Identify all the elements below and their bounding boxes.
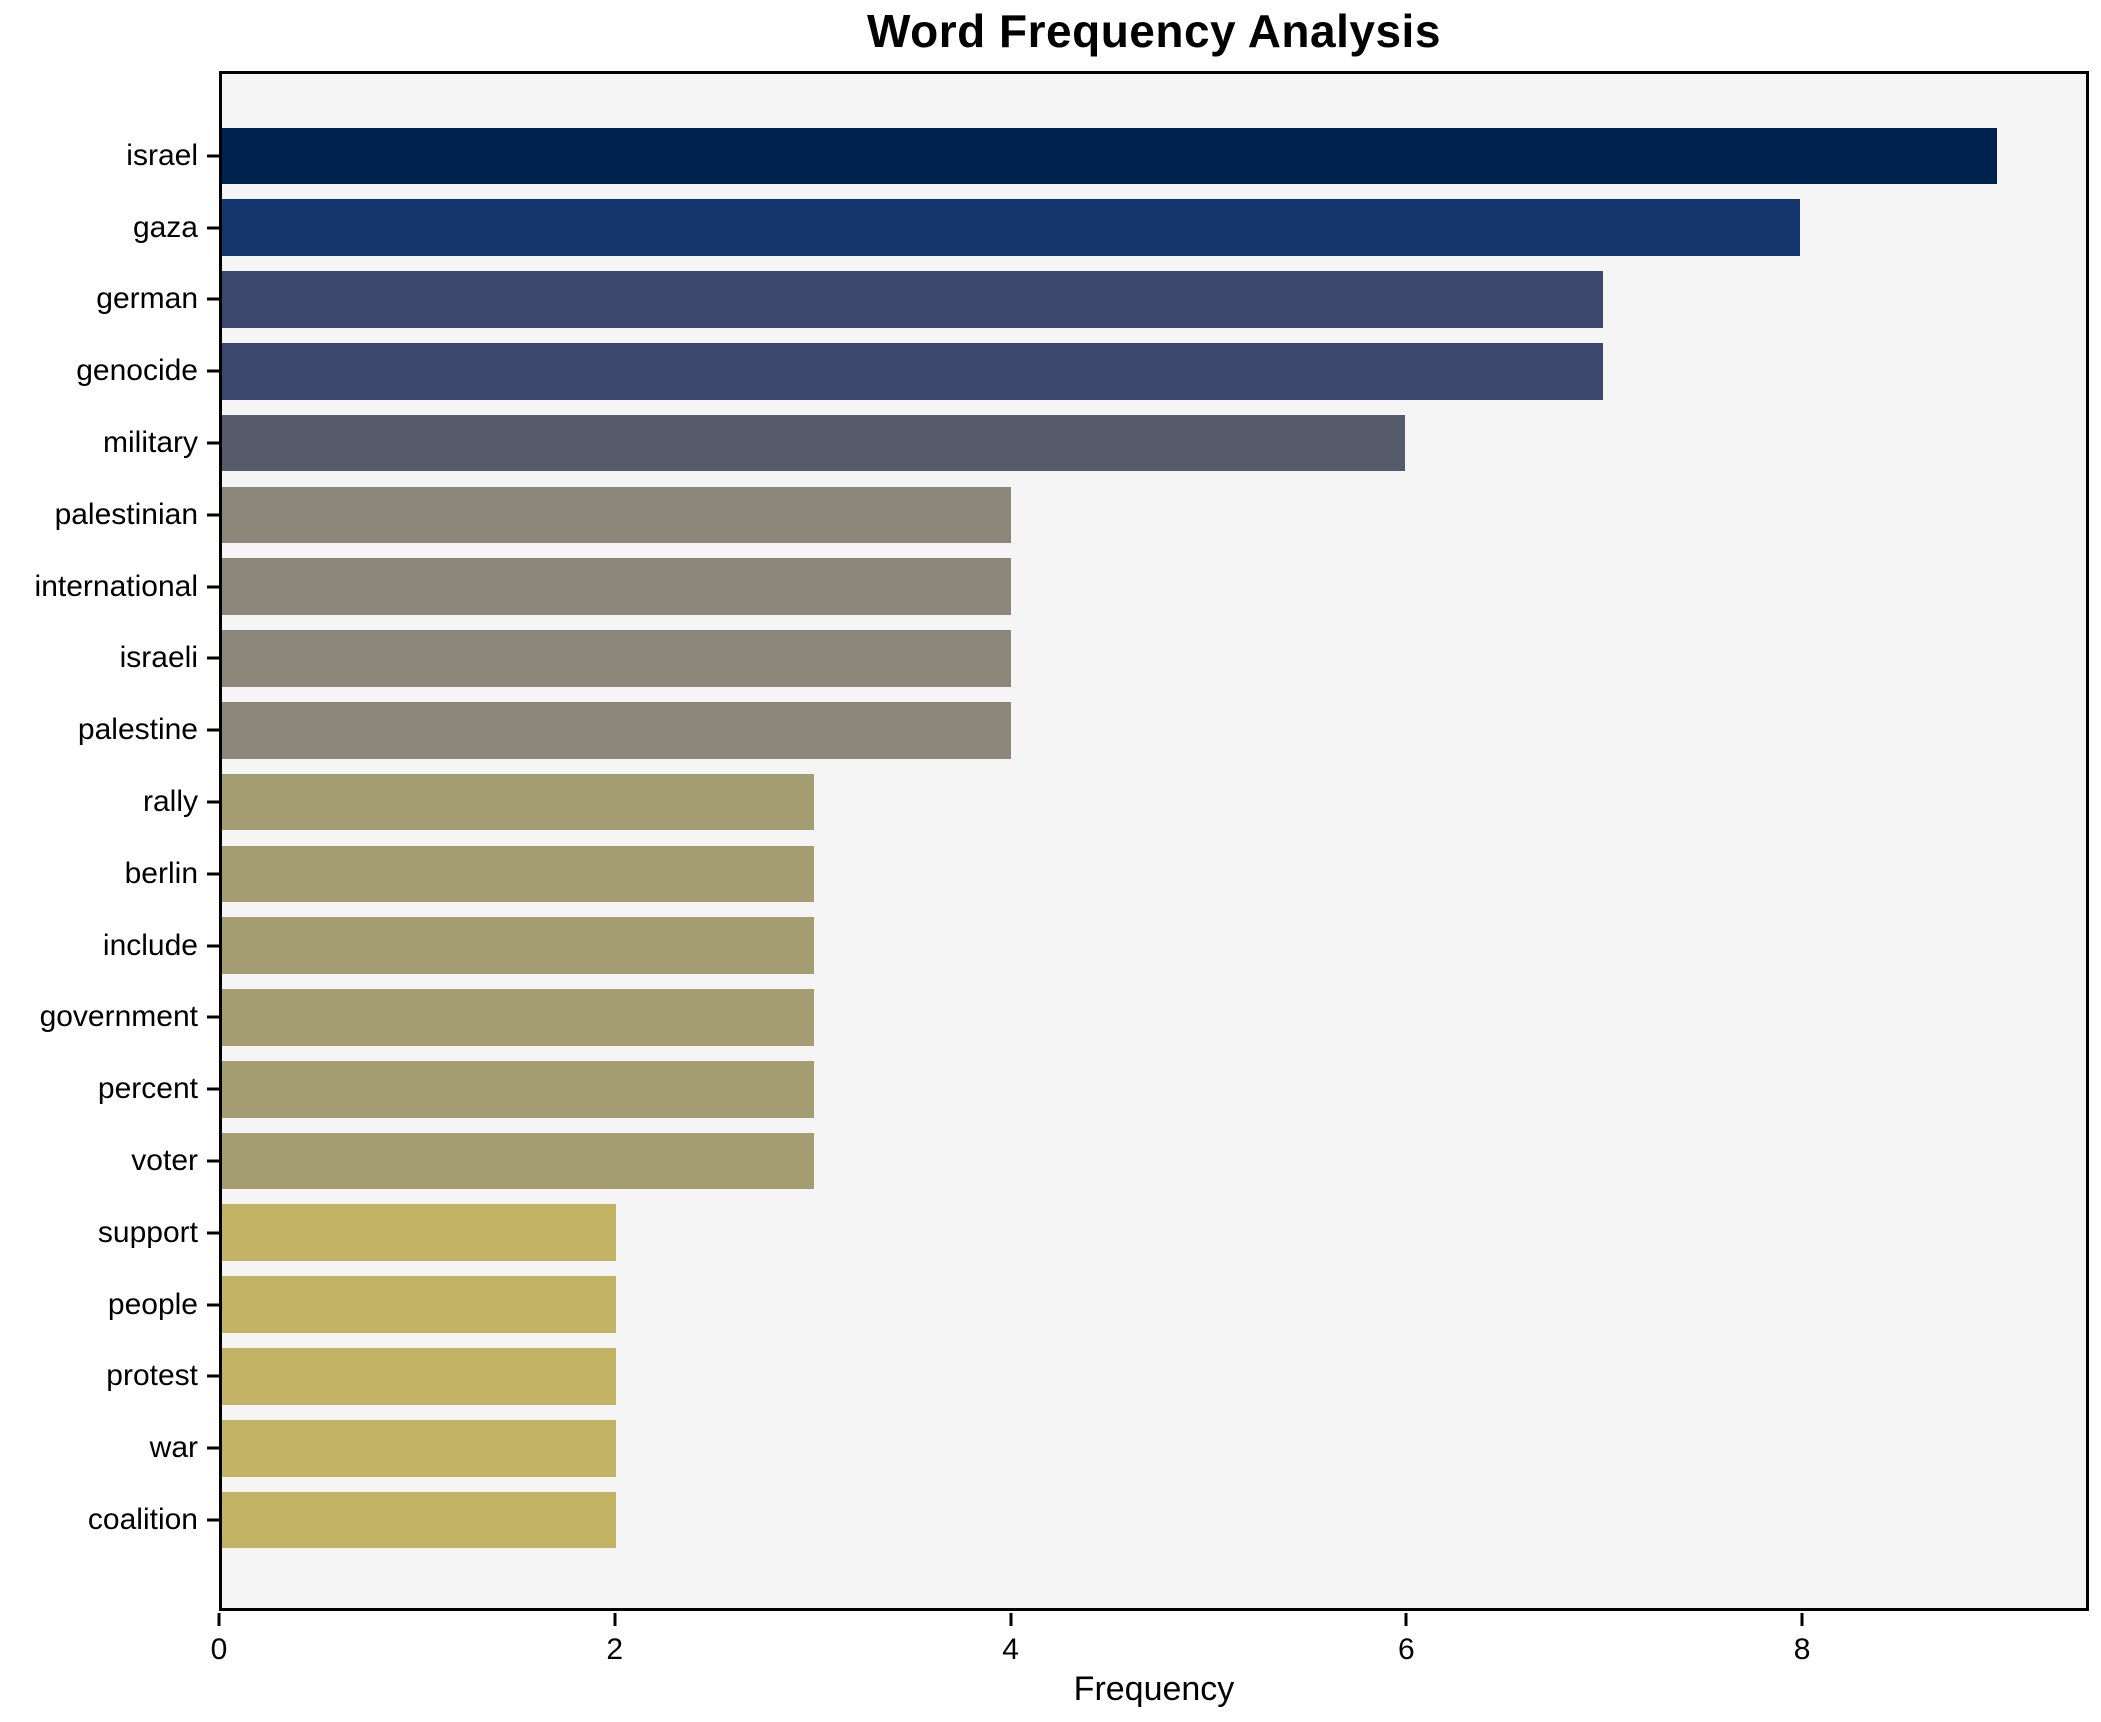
x-tick-mark: [613, 1613, 617, 1626]
y-tick-mark: [207, 728, 219, 732]
y-tick-label: rally: [142, 785, 198, 819]
x-tick-label: 2: [606, 1633, 624, 1666]
bar-government: [222, 989, 814, 1046]
bar-row: genocide: [76, 335, 2086, 407]
bar-israeli: [222, 630, 1011, 687]
bar-palestinian: [222, 486, 1011, 544]
bar-row: military: [103, 407, 2086, 479]
y-tick-label: voter: [131, 1144, 198, 1178]
bar-row: international: [35, 551, 2086, 623]
y-tick-label: include: [102, 928, 198, 962]
y-tick-label: people: [107, 1287, 198, 1321]
bar-percent: [222, 1060, 814, 1118]
y-tick-mark: [207, 1518, 219, 1522]
bar-row: war: [150, 1412, 2086, 1484]
x-tick-mark: [1800, 1613, 1804, 1626]
y-tick-label: palestinian: [54, 497, 198, 531]
bar-include: [222, 917, 814, 975]
y-tick-label: international: [34, 569, 198, 603]
y-tick-label: coalition: [87, 1503, 198, 1537]
bar-row: government: [40, 982, 2086, 1054]
y-tick-mark: [207, 1446, 219, 1450]
bar-rally: [222, 773, 814, 831]
y-tick-label: government: [39, 1000, 198, 1034]
bar-gaza: [222, 199, 1800, 257]
y-tick-mark: [207, 1231, 219, 1235]
x-tick-label: 0: [210, 1633, 228, 1666]
bar-row: coalition: [88, 1484, 2086, 1556]
bar-protest: [222, 1348, 617, 1405]
y-tick-label: palestine: [77, 713, 198, 747]
x-tick-mark: [1404, 1613, 1408, 1626]
bar-row: percent: [98, 1053, 2086, 1125]
chart-title: Word Frequency Analysis: [867, 5, 1441, 57]
bar-people: [222, 1276, 617, 1333]
bar-row: rally: [143, 766, 2086, 838]
y-tick-mark: [207, 513, 219, 517]
y-tick-label: genocide: [76, 354, 198, 388]
x-tick-label: 8: [1793, 1633, 1811, 1666]
y-tick-mark: [207, 1159, 219, 1163]
x-tick-mark: [1009, 1613, 1013, 1626]
bar-row: berlin: [125, 838, 2086, 910]
y-tick-mark: [207, 154, 219, 158]
bars-container: israel gaza german genocide military palestin…: [35, 74, 2086, 1608]
y-tick-label: percent: [97, 1072, 198, 1106]
x-tick-label: 4: [1002, 1633, 1019, 1666]
x-tick-label: 6: [1397, 1633, 1415, 1666]
y-tick-label: berlin: [124, 856, 198, 890]
x-tick-mark: [217, 1613, 221, 1626]
bar-international: [222, 558, 1011, 616]
y-tick-label: israeli: [119, 641, 198, 675]
y-tick-mark: [207, 944, 219, 948]
bar-row: german: [96, 264, 2086, 336]
bar-row: voter: [131, 1125, 2086, 1197]
bar-palestine: [222, 701, 1011, 759]
bar-row: israel: [126, 120, 2086, 192]
y-tick-mark: [207, 297, 219, 301]
y-tick-label: war: [149, 1431, 198, 1465]
y-tick-mark: [207, 1087, 219, 1091]
y-tick-label: support: [97, 1215, 198, 1249]
bar-voter: [222, 1132, 814, 1190]
y-tick-mark: [207, 369, 219, 373]
y-tick-mark: [207, 1015, 219, 1019]
bar-military: [222, 414, 1406, 472]
y-tick-mark: [207, 872, 219, 876]
bar-row: gaza: [133, 192, 2086, 264]
bar-war: [222, 1419, 617, 1477]
bar-berlin: [222, 845, 814, 903]
bar-genocide: [222, 342, 1603, 400]
y-tick-mark: [207, 226, 219, 230]
bar-row: support: [98, 1197, 2086, 1269]
y-tick-mark: [207, 441, 219, 445]
bar-row: include: [103, 910, 2086, 982]
bar-row: protest: [106, 1341, 2086, 1413]
y-tick-label: military: [103, 426, 198, 460]
y-tick-mark: [207, 1374, 219, 1378]
y-tick-mark: [207, 800, 219, 804]
y-tick-label: gaza: [132, 210, 198, 244]
y-tick-label: protest: [106, 1359, 198, 1393]
y-tick-mark: [207, 656, 219, 660]
bar-support: [222, 1204, 617, 1262]
y-tick-mark: [207, 1303, 219, 1307]
bar-israel: [222, 127, 1998, 185]
bar-row: palestinian: [55, 479, 2086, 551]
bar-row: people: [108, 1269, 2086, 1341]
plot-area: israel gaza german genocide military palestin…: [35, 71, 2089, 1611]
bar-row: israeli: [120, 623, 2086, 695]
bar-coalition: [222, 1491, 617, 1549]
bar-german: [222, 271, 1603, 328]
y-tick-mark: [207, 585, 219, 589]
x-axis-label: Frequency: [1073, 1670, 1235, 1708]
y-tick-label: german: [96, 282, 198, 316]
y-tick-label: israel: [126, 138, 198, 172]
bar-row: palestine: [78, 694, 2086, 766]
